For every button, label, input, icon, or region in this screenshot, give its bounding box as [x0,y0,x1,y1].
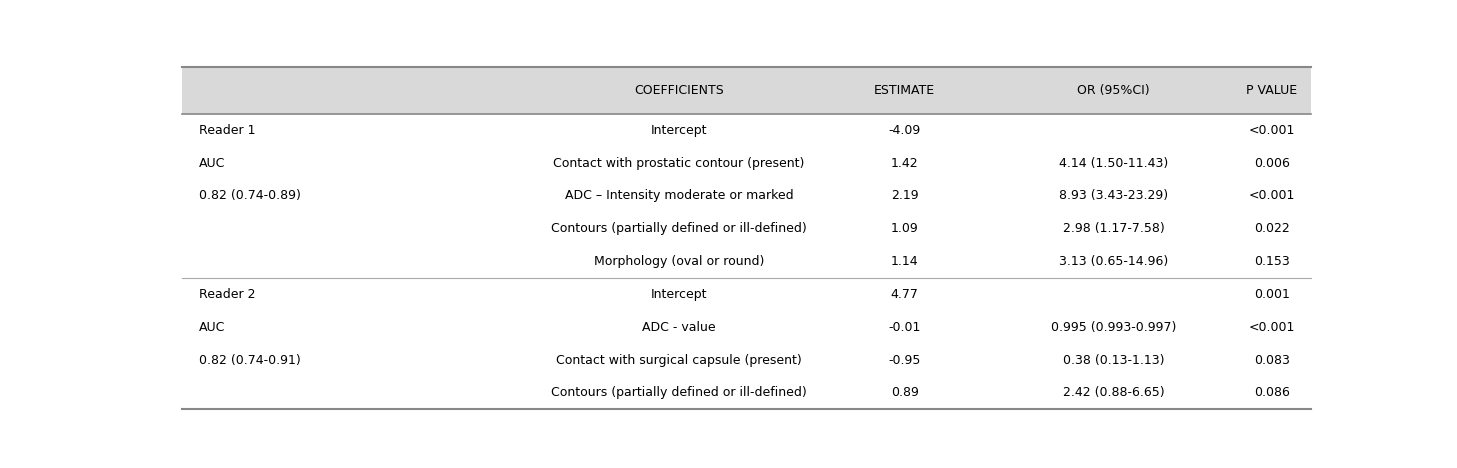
Text: Contours (partially defined or ill-defined): Contours (partially defined or ill-defin… [551,222,807,235]
Text: 1.09: 1.09 [890,222,919,235]
Text: Intercept: Intercept [651,124,707,137]
Text: 0.82 (0.74-0.89): 0.82 (0.74-0.89) [200,190,302,202]
Text: -0.01: -0.01 [889,321,921,334]
Text: P VALUE: P VALUE [1246,84,1297,97]
Text: Reader 1: Reader 1 [200,124,255,137]
Text: Morphology (oval or round): Morphology (oval or round) [594,255,763,268]
Text: 4.14 (1.50-11.43): 4.14 (1.50-11.43) [1059,157,1169,169]
Text: 0.38 (0.13-1.13): 0.38 (0.13-1.13) [1064,353,1164,366]
Text: 0.001: 0.001 [1254,288,1289,301]
Text: <0.001: <0.001 [1249,190,1295,202]
Text: OR (95%CI): OR (95%CI) [1077,84,1150,97]
Text: 8.93 (3.43-23.29): 8.93 (3.43-23.29) [1059,190,1169,202]
Text: 0.083: 0.083 [1254,353,1289,366]
Text: 2.19: 2.19 [892,190,918,202]
Bar [182,67,1311,114]
Text: 0.995 (0.993-0.997): 0.995 (0.993-0.997) [1050,321,1176,334]
Text: <0.001: <0.001 [1249,124,1295,137]
Text: 0.086: 0.086 [1254,387,1289,399]
Text: 1.14: 1.14 [892,255,918,268]
Text: 0.89: 0.89 [890,387,919,399]
Text: <0.001: <0.001 [1249,321,1295,334]
Text: COEFFICIENTS: COEFFICIENTS [634,84,724,97]
Text: 0.82 (0.74-0.91): 0.82 (0.74-0.91) [200,353,300,366]
Text: 2.42 (0.88-6.65): 2.42 (0.88-6.65) [1064,387,1164,399]
Text: Contact with surgical capsule (present): Contact with surgical capsule (present) [557,353,801,366]
Text: 0.022: 0.022 [1254,222,1289,235]
Text: Intercept: Intercept [651,288,707,301]
Text: AUC: AUC [200,321,226,334]
Text: 1.42: 1.42 [892,157,918,169]
Text: 2.98 (1.17-7.58): 2.98 (1.17-7.58) [1062,222,1164,235]
Text: ADC – Intensity moderate or marked: ADC – Intensity moderate or marked [565,190,793,202]
Text: -4.09: -4.09 [889,124,921,137]
Text: -0.95: -0.95 [889,353,921,366]
Text: Contact with prostatic contour (present): Contact with prostatic contour (present) [554,157,804,169]
Text: 4.77: 4.77 [890,288,919,301]
Text: Reader 2: Reader 2 [200,288,255,301]
Text: 0.153: 0.153 [1254,255,1289,268]
Text: 0.006: 0.006 [1254,157,1289,169]
Text: 3.13 (0.65-14.96): 3.13 (0.65-14.96) [1059,255,1169,268]
Text: ADC - value: ADC - value [643,321,715,334]
Text: ESTIMATE: ESTIMATE [874,84,935,97]
Text: Contours (partially defined or ill-defined): Contours (partially defined or ill-defin… [551,387,807,399]
Text: AUC: AUC [200,157,226,169]
